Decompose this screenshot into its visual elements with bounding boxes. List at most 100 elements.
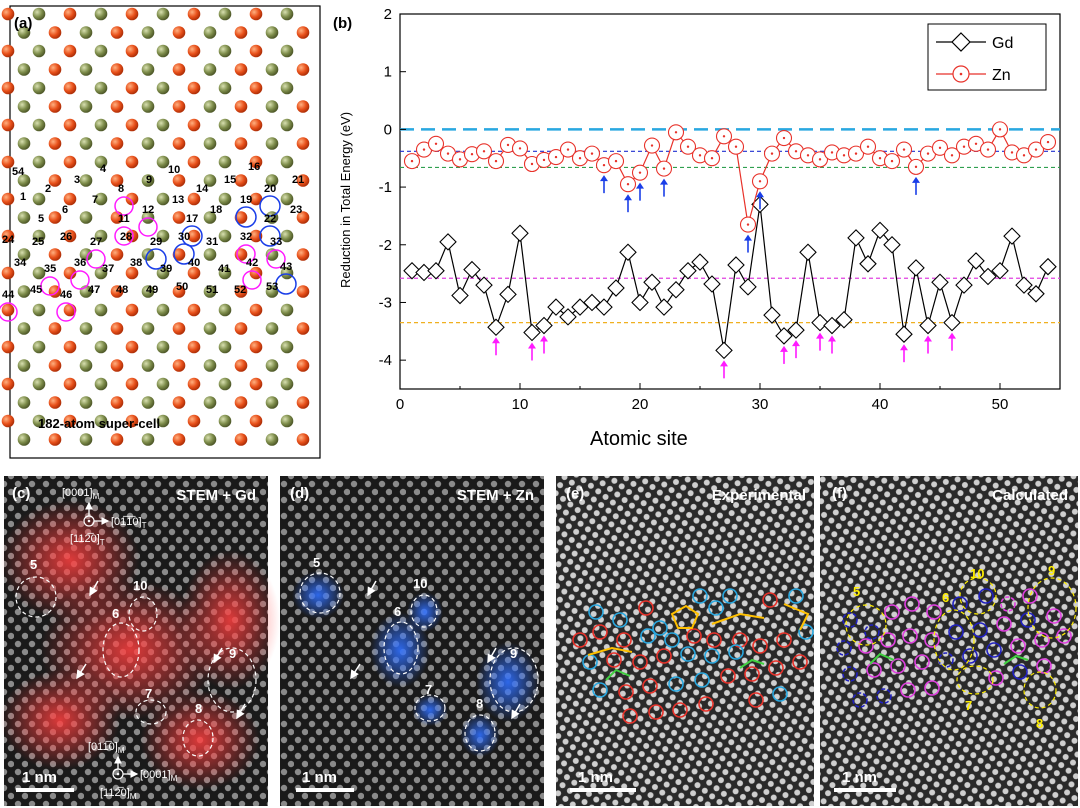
panel-d-title: STEM + Zn <box>457 487 534 504</box>
zn-point-dot <box>698 154 702 157</box>
gd-point <box>475 276 493 294</box>
site-number-4: 4 <box>100 163 107 175</box>
gd-point <box>1015 276 1033 294</box>
panel-b-label: (b) <box>333 15 352 32</box>
site-number-40: 40 <box>188 257 200 269</box>
atom-marker-circle <box>728 644 744 660</box>
gd-point <box>991 261 1009 280</box>
gd-atom <box>156 377 170 391</box>
site-highlight-blue <box>181 225 203 247</box>
panel-c: (c) STEM + Gd [0001]M [01̅1̅0]T [112̅0]T… <box>0 476 280 806</box>
atom-marker-circle <box>648 704 664 720</box>
zn-atom <box>125 377 139 391</box>
gd-atom <box>94 229 108 243</box>
gd-atom <box>94 81 108 95</box>
gd-point <box>679 261 697 280</box>
atom-marker-circle <box>1056 628 1072 644</box>
atom-marker-circle <box>706 632 722 648</box>
zn-point-dot <box>674 131 678 134</box>
gd-point <box>547 298 565 316</box>
gd-atom <box>17 63 31 76</box>
c-regions <box>15 576 257 757</box>
x-tick-label: 30 <box>752 396 769 413</box>
zn-atom <box>110 137 124 150</box>
zn-atom <box>63 155 77 169</box>
gd-point <box>511 224 529 243</box>
site-highlight-pink <box>70 270 90 290</box>
gd-point <box>427 261 445 280</box>
zn-atom <box>110 285 124 298</box>
region-8 <box>464 714 496 752</box>
zn-atom <box>187 229 201 243</box>
magenta-arrow-icon-head <box>528 342 536 349</box>
gd-map-blob <box>140 690 260 790</box>
c-arrows <box>76 580 246 720</box>
atom-marker-circle <box>616 632 632 648</box>
gd-atom <box>79 26 93 39</box>
zn-atom <box>172 322 186 335</box>
site-highlight-blue <box>259 225 281 247</box>
atom-marker-circle <box>866 662 882 678</box>
zn-atom <box>63 340 77 354</box>
zn-atom <box>172 359 186 372</box>
site-highlight-blue <box>145 248 167 270</box>
atom-marker-circle <box>900 682 916 698</box>
zn-atom <box>63 266 77 280</box>
site-highlight-pink <box>114 196 134 216</box>
zn-atom <box>48 396 62 409</box>
gd-atom <box>218 155 232 169</box>
atom-marker-circle <box>884 604 900 620</box>
zn-atom <box>110 248 124 261</box>
gd-point <box>1003 227 1021 245</box>
gd-atom <box>280 377 294 391</box>
zn-point-dot <box>902 148 906 151</box>
site-highlight-blue <box>259 195 281 217</box>
white-arrow-icon <box>89 580 99 597</box>
gd-atom <box>32 414 46 428</box>
gd-atom <box>280 192 294 206</box>
zn-point-dot <box>938 146 942 150</box>
zn-atom <box>296 248 310 261</box>
site-number-26: 26 <box>60 231 72 243</box>
zn-atom <box>249 340 263 354</box>
zn-atom <box>63 229 77 243</box>
gd-atom <box>94 377 108 391</box>
gd-atom <box>79 137 93 150</box>
region-7 <box>414 694 446 722</box>
gd-atom <box>17 396 31 409</box>
zn-atom <box>63 192 77 206</box>
gd-atom <box>280 303 294 317</box>
atom-marker-circle <box>680 646 696 662</box>
white-arrow-icon <box>236 703 246 720</box>
gd-atom <box>265 359 279 372</box>
zn-point-dot <box>818 158 822 161</box>
blue-arrow-icon-head <box>600 175 608 182</box>
zn-atom <box>110 359 124 372</box>
zn-point-dot <box>770 152 774 155</box>
zn-atom <box>63 377 77 391</box>
site-number-22: 22 <box>264 213 276 225</box>
zn-atom <box>172 137 186 150</box>
atom-marker-circle <box>652 620 668 636</box>
white-arrow-icon <box>350 663 361 680</box>
zn-atom <box>125 44 139 58</box>
gd-atom <box>265 26 279 39</box>
zn-atom <box>296 433 310 446</box>
panel-e-label: (e) <box>566 485 584 502</box>
site-number-41: 41 <box>218 263 230 275</box>
gd-atom <box>280 44 294 58</box>
blue-arrow-icon-head <box>744 234 752 241</box>
yellow-pentagon <box>670 604 700 629</box>
gd-point <box>451 286 469 305</box>
atom-marker-circle <box>776 632 792 648</box>
y-tick-label: -4 <box>379 352 392 369</box>
atom-marker-circle <box>748 692 764 708</box>
site-highlight-pink <box>242 270 262 290</box>
gd-point <box>643 273 661 292</box>
site-number-16: 16 <box>248 161 260 173</box>
atom-marker-circle <box>606 652 622 668</box>
gd-atom <box>265 174 279 187</box>
atom-marker-circle <box>876 688 892 704</box>
panel-e: (e) Experimental 1 nm <box>556 476 814 806</box>
site-number-6: 6 <box>62 204 68 216</box>
